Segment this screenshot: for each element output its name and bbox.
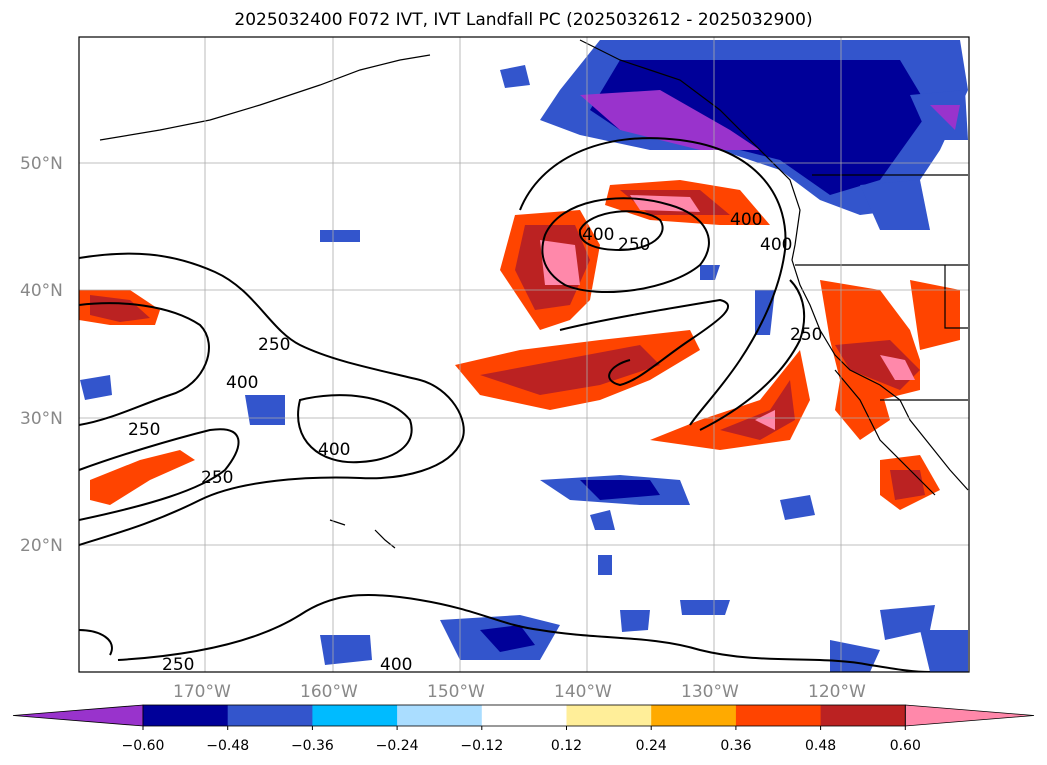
colorbar-tick-label: 0.48 (805, 738, 836, 754)
colorbar-tick-label: 0.36 (720, 738, 751, 754)
contour-label: 400 (582, 225, 614, 245)
contour-label: 400 (380, 655, 412, 675)
latitude-labels: 50°N 40°N 30°N 20°N (20, 154, 63, 556)
contour-label: 400 (226, 373, 258, 393)
colorbar-tick-label: −0.36 (291, 738, 334, 754)
contour-label: 250 (790, 325, 822, 345)
colorbar-tick-label: 0.60 (890, 738, 921, 754)
contour-label: 400 (760, 235, 792, 255)
colorbar-swatch (820, 705, 906, 726)
ivt-shading (79, 40, 968, 672)
lat-label: 50°N (20, 154, 63, 174)
lon-label: 120°W (808, 682, 866, 702)
contour-label: 250 (162, 655, 194, 675)
colorbar-swatch (651, 705, 737, 726)
contour-label: 250 (258, 335, 290, 355)
colorbar-tick-label: −0.24 (376, 738, 419, 754)
contour-label: 250 (618, 235, 650, 255)
colorbar-tick-label: 0.24 (636, 738, 667, 754)
colorbar-extension-high (904, 704, 1035, 727)
lon-label: 170°W (173, 682, 231, 702)
contour-label: 400 (730, 210, 762, 230)
map-plot-area: 250 400 250 400 250 400 250 400 400 250 … (79, 37, 969, 675)
lon-label: 140°W (554, 682, 612, 702)
colorbar-tick-label: −0.12 (460, 738, 503, 754)
map-title: 2025032400 F072 IVT, IVT Landfall PC (20… (234, 10, 813, 30)
colorbar-swatch (397, 705, 483, 726)
colorbar-swatch (143, 705, 229, 726)
lon-label: 150°W (427, 682, 485, 702)
graticule (79, 37, 969, 672)
longitude-labels: 170°W 160°W 150°W 140°W 130°W 120°W (173, 682, 866, 702)
colorbar: −0.60 −0.48 −0.36 −0.24 −0.12 0.12 0.24 0.36 0.4… (12, 704, 1035, 754)
colorbar-swatch (566, 705, 652, 726)
lat-label: 20°N (20, 536, 63, 556)
map-frame (78, 36, 970, 673)
colorbar-swatch (227, 705, 313, 726)
colorbar-tick-label: −0.48 (206, 738, 249, 754)
lon-label: 130°W (681, 682, 739, 702)
lat-label: 30°N (20, 409, 63, 429)
colorbar-outline (142, 704, 906, 727)
colorbar-extension-low (12, 704, 144, 727)
colorbar-swatch (312, 705, 398, 726)
contour-labels: 250 400 250 400 250 400 250 400 400 250 … (128, 210, 822, 675)
colorbar-tick-label: 0.12 (551, 738, 582, 754)
lat-label: 40°N (20, 281, 63, 301)
contour-label: 250 (201, 468, 233, 488)
colorbar-tick-label: −0.60 (122, 738, 165, 754)
contour-label: 250 (128, 420, 160, 440)
ivt-contours (79, 137, 931, 672)
colorbar-swatch (735, 705, 822, 726)
coastlines (99, 39, 969, 549)
lon-label: 160°W (300, 682, 358, 702)
contour-label: 400 (318, 440, 350, 460)
colorbar-swatch (481, 705, 567, 726)
